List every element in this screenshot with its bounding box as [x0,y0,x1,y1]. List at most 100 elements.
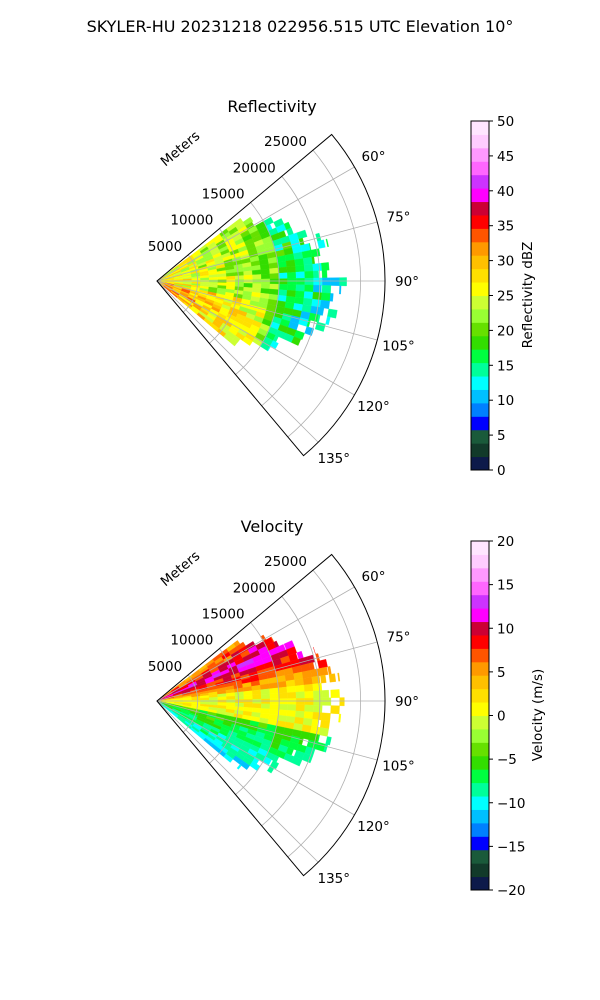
echo-cell [303,683,314,692]
echo-cell [329,293,334,302]
velocity-axis-labels: 60° 75° 90° 105° 120° 135° 5000 10000 15000 20000… [148,554,419,887]
colorbar-tick-label: 50 [497,114,514,130]
echo-cell [319,719,330,729]
echo-cell [330,277,340,286]
echo-cell [226,275,236,280]
reflectivity-echo-field [157,216,347,352]
azimuth-spoke [156,166,355,282]
echo-cell [261,698,271,705]
echo-cell [269,278,279,285]
range-ring [287,569,361,858]
echo-cell [321,270,328,279]
echo-cell [295,264,305,273]
colorbar-tick-label: 20 [497,534,514,550]
colorbar-swatch [471,147,489,162]
echo-cell [243,274,253,280]
colorbar-swatch [471,675,489,690]
echo-cell [277,266,288,274]
colorbar-tick-label: 5 [497,665,506,681]
echo-cell [303,711,314,720]
echo-cell [200,277,210,281]
colorbar-swatch [471,661,489,676]
velocity-panel: Velocity 60° 75° 90° 105° 120° 135° 5000 10000 1… [148,517,546,899]
echo-cell [325,316,331,326]
range-ring [235,202,280,375]
colorbar-tick-label: 40 [497,184,514,200]
colorbar-swatch [471,876,489,891]
range-tick-label: 5000 [148,659,182,675]
angle-tick-label: 105° [382,339,415,355]
colorbar-swatch [471,268,489,283]
echo-cell [294,258,305,267]
range-tick-label: 20000 [233,160,276,176]
echo-cell [312,262,323,272]
echo-cell [252,703,262,709]
echo-cell [286,710,296,718]
azimuth-spoke [156,280,378,341]
colorbar-swatch [471,322,489,337]
colorbar-swatch [471,849,489,864]
echo-cell [252,274,262,280]
echo-cell [287,692,297,699]
reflectivity-range-label: Meters [158,128,204,170]
azimuth-spoke [156,221,378,282]
echo-cell [321,285,332,294]
echo-cell [269,283,279,290]
colorbar-swatch [471,161,489,176]
echo-cell [294,678,305,687]
colorbar-swatch [471,443,489,458]
figure-suptitle: SKYLER-HU 20231218 022956.515 UTC Elevat… [87,17,514,36]
angle-tick-label: 135° [318,451,351,467]
echo-cell [320,712,331,722]
echo-cell [313,697,323,706]
azimuth-spoke [156,700,319,863]
echo-cell [243,283,253,288]
colorbar-swatch [471,429,489,444]
echo-cell [285,679,296,688]
colorbar-swatch [471,255,489,270]
echo-cell [295,704,305,712]
echo-cell [278,692,288,699]
colorbar-swatch [471,648,489,663]
colorbar-swatch [471,174,489,189]
echo-cell [312,711,323,721]
echo-cell [304,704,314,713]
echo-cell [269,698,279,705]
colorbar-swatch [471,796,489,810]
echo-cell [260,703,271,710]
echo-cell [230,338,238,347]
azimuth-spoke [156,641,378,702]
colorbar-swatch [471,362,489,377]
range-tick-label: 5000 [148,239,182,255]
echo-cell [325,238,329,247]
echo-cell [252,694,262,700]
sector-frame [156,133,386,457]
echo-cell [304,284,314,293]
echo-cell [217,696,227,701]
sector-frame [156,553,386,877]
echo-cell [304,697,314,706]
colorbar-swatch [471,782,489,797]
colorbar-swatch [471,308,489,323]
colorbar-tick-label: −15 [497,839,526,855]
echo-cell [251,269,262,276]
echo-cell [296,229,308,240]
echo-cell [260,283,271,290]
colorbar-swatch [471,728,489,743]
range-ring [261,596,321,827]
echo-cell [287,272,297,279]
azimuth-spoke [156,280,319,443]
angle-tick-label: 75° [387,209,411,225]
echo-cell [338,713,342,723]
echo-cell [295,691,305,699]
echo-cell [339,277,347,287]
echo-cell [261,693,271,700]
colorbar-tick-label: 45 [497,149,514,165]
echo-cell [291,336,302,346]
azimuth-spoke [156,586,355,702]
echo-cell [217,276,227,281]
echo-cell [339,285,342,295]
echo-cell [302,676,313,686]
echo-cell [286,685,297,693]
echo-cell [286,284,297,292]
